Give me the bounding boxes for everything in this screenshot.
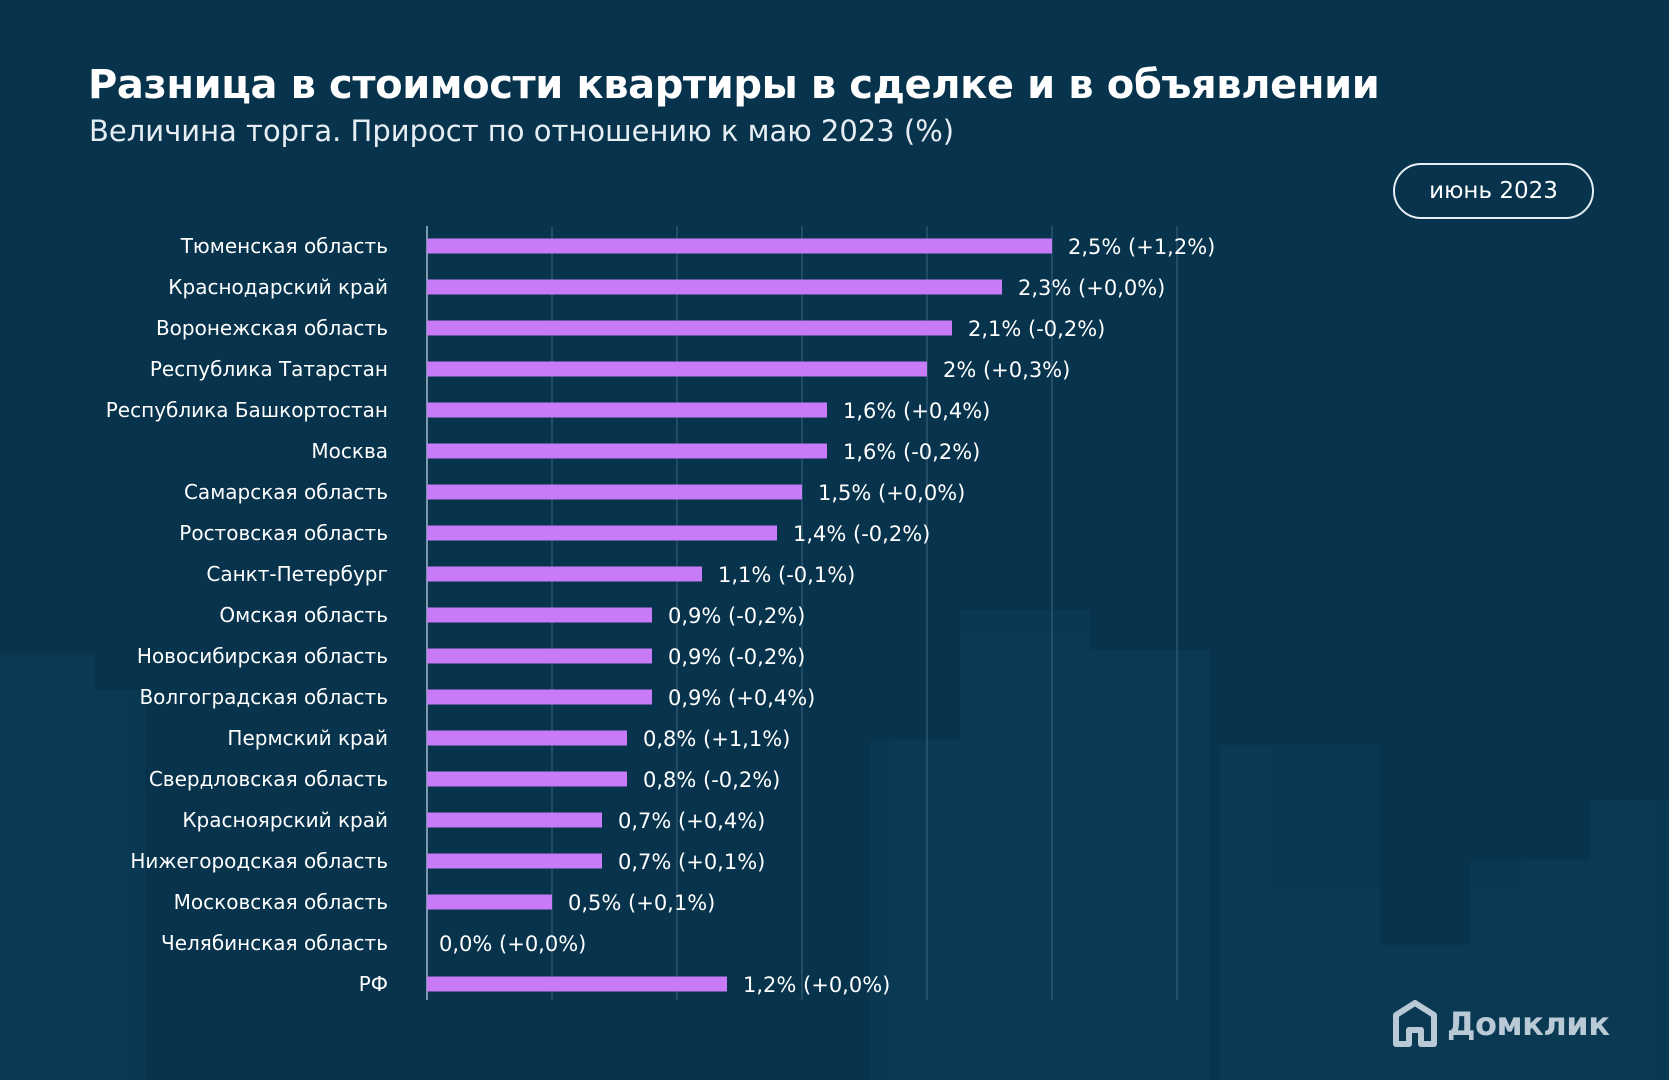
bar [427,566,702,582]
bar [427,853,602,869]
data-label: 0,8% (-0,2%) [643,768,780,792]
category-label: Омская область [219,603,388,627]
category-label: Московская область [174,890,388,914]
bar [427,648,652,664]
data-label: 2,1% (-0,2%) [968,317,1105,341]
bars [427,238,1052,992]
category-label: Пермский край [227,726,388,750]
bar [427,238,1052,254]
logo-text: Домклик [1447,1005,1610,1043]
data-label: 1,6% (-0,2%) [843,440,980,464]
category-labels: Тюменская область Краснодарский край Ворон… [106,234,388,996]
bar [427,894,552,910]
bar [427,443,827,459]
data-label: 1,4% (-0,2%) [793,522,930,546]
data-label: 2,5% (+1,2%) [1068,235,1215,259]
bar [427,771,627,787]
data-label: 0,9% (-0,2%) [668,604,805,628]
period-selector-button[interactable]: июнь 2023 [1393,163,1594,219]
data-label: 1,5% (+0,0%) [818,481,965,505]
category-label: Республика Татарстан [150,357,388,381]
category-label: Республика Башкортостан [106,398,388,422]
data-label: 0,0% (+0,0%) [439,932,586,956]
category-label: Самарская область [184,480,388,504]
bar [427,320,952,336]
data-label: 2% (+0,3%) [943,358,1070,382]
category-label: Красноярский край [182,808,388,832]
home-icon [1393,1000,1437,1047]
data-label: 2,3% (+0,0%) [1018,276,1165,300]
category-label: Москва [311,439,388,463]
category-label: РФ [359,972,388,996]
category-label: Воронежская область [156,316,388,340]
bar [427,812,602,828]
bar [427,976,727,992]
domclick-logo: Домклик [1393,1000,1610,1048]
data-label: 1,6% (+0,4%) [843,399,990,423]
category-label: Челябинская область [161,931,388,955]
category-label: Нижегородская область [130,849,388,873]
data-label: 0,7% (+0,1%) [618,850,765,874]
bar [427,361,927,377]
category-label: Новосибирская область [137,644,388,668]
category-label: Свердловская область [149,767,388,791]
data-label: 0,5% (+0,1%) [568,891,715,915]
bar [427,689,652,705]
bar [427,279,1002,295]
bar [427,730,627,746]
data-label: 0,9% (+0,4%) [668,686,815,710]
bar [427,402,827,418]
bar [427,484,802,500]
category-label: Краснодарский край [168,275,388,299]
data-label: 1,1% (-0,1%) [718,563,855,587]
category-label: Тюменская область [180,234,388,258]
data-label: 1,2% (+0,0%) [743,973,890,997]
chart-subtitle: Величина торга. Прирост по отношению к м… [89,114,955,148]
bar [427,607,652,623]
bar [427,525,777,541]
data-label: 0,9% (-0,2%) [668,645,805,669]
category-label: Санкт-Петербург [206,562,388,586]
category-label: Волгоградская область [139,685,388,709]
data-label: 0,8% (+1,1%) [643,727,790,751]
data-label: 0,7% (+0,4%) [618,809,765,833]
chart-title: Разница в стоимости квартиры в сделке и … [88,62,1380,108]
value-labels: 2,5% (+1,2%) 2,3% (+0,0%) 2,1% (-0,2%) 2% (… [439,235,1215,997]
category-label: Ростовская область [179,521,388,545]
